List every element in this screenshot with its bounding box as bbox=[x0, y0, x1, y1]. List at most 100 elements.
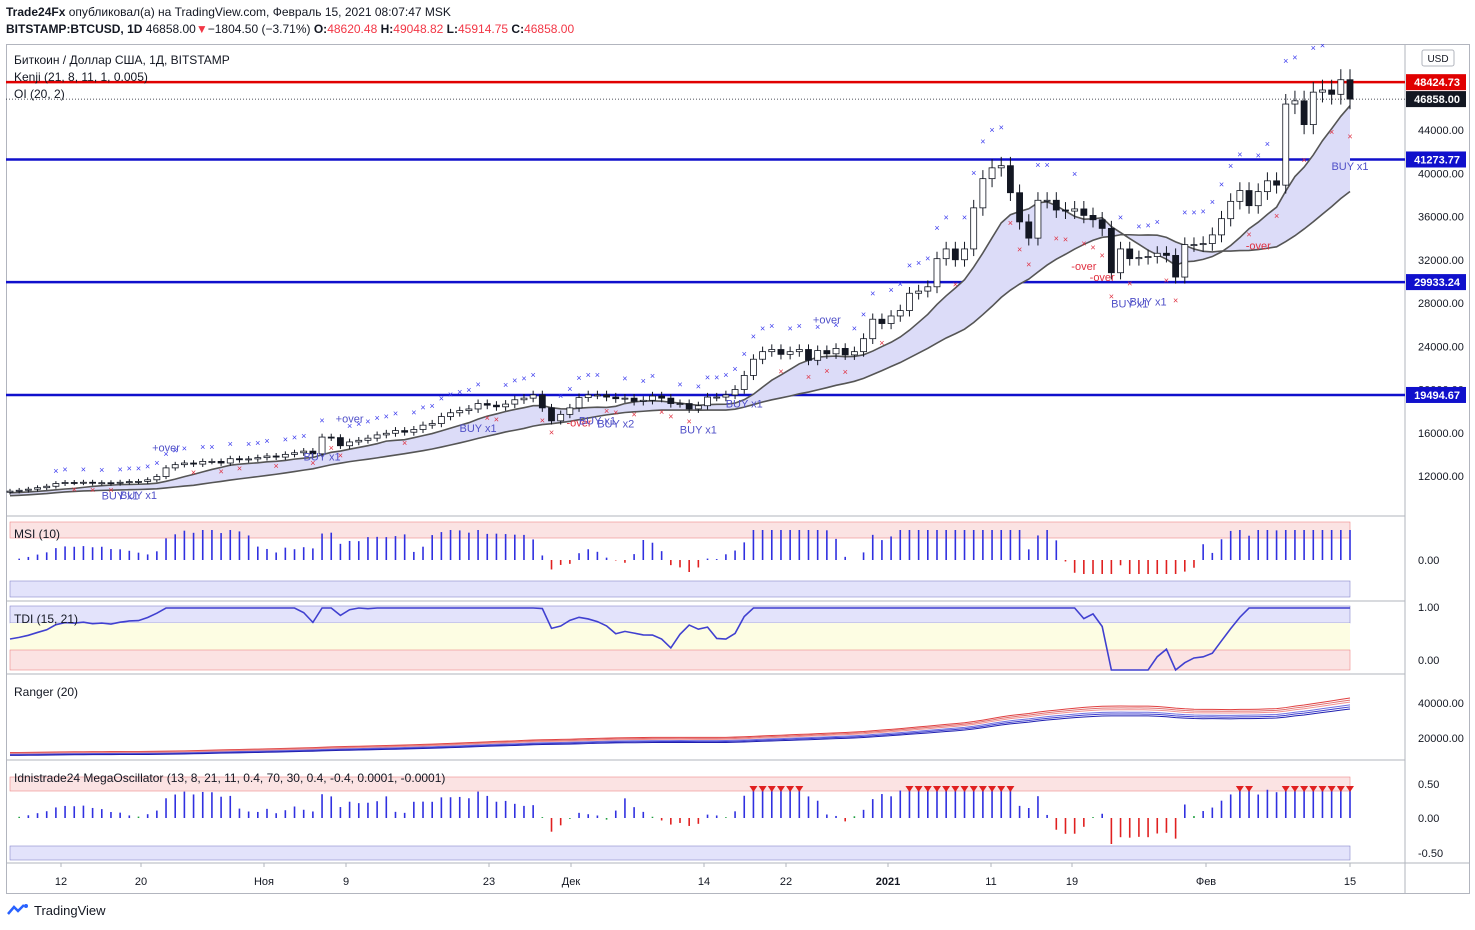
signal-label: BUY x1 bbox=[726, 399, 763, 411]
candle-body bbox=[272, 455, 280, 458]
candle-body bbox=[61, 482, 69, 484]
cross-marker: × bbox=[1044, 160, 1049, 170]
cross-marker: × bbox=[485, 413, 490, 423]
price-tick: 44000.00 bbox=[1418, 125, 1464, 137]
cross-marker: × bbox=[475, 379, 480, 389]
price-tick: 16000.00 bbox=[1418, 428, 1464, 440]
cross-marker: × bbox=[1182, 208, 1187, 218]
cross-marker: × bbox=[1008, 218, 1013, 228]
cross-marker: × bbox=[898, 279, 903, 289]
cross-marker: × bbox=[687, 417, 692, 427]
candle-body bbox=[483, 403, 491, 406]
cross-marker: × bbox=[420, 403, 425, 413]
candle-body bbox=[685, 403, 693, 410]
cross-marker: × bbox=[512, 375, 517, 385]
cross-marker: × bbox=[356, 419, 361, 429]
candle-body bbox=[1025, 221, 1033, 239]
cross-marker: × bbox=[586, 370, 591, 380]
time-tick: Дек bbox=[562, 876, 581, 888]
cross-markers: × × × × × × × × × × × × × × × × × × × × × × × × × × × × × × × × × × × × × × × ×… bbox=[53, 30, 1352, 495]
candle-body bbox=[15, 489, 23, 492]
price-label-bg bbox=[1406, 91, 1466, 108]
mega-signal-marker bbox=[914, 786, 923, 792]
ranger-legend: Ranger (20) bbox=[14, 685, 78, 699]
candle-body bbox=[593, 394, 601, 397]
candle-body bbox=[676, 403, 684, 405]
publisher-name: Trade24Fx bbox=[6, 5, 66, 19]
cross-marker: × bbox=[1320, 44, 1325, 51]
cross-marker: × bbox=[760, 323, 765, 333]
candle-body bbox=[731, 389, 739, 396]
candle-body bbox=[538, 394, 546, 409]
candle-body bbox=[373, 434, 381, 439]
cross-marker: × bbox=[108, 485, 113, 495]
signal-label: -over bbox=[1246, 241, 1271, 253]
cross-marker: × bbox=[1026, 260, 1031, 270]
candle-body bbox=[1163, 252, 1170, 256]
candle-body bbox=[6, 490, 14, 493]
low-label: L: bbox=[446, 22, 458, 36]
candle-body bbox=[474, 403, 482, 410]
cross-marker: × bbox=[255, 438, 260, 448]
cross-marker: × bbox=[439, 393, 444, 403]
candle-body bbox=[1181, 244, 1189, 278]
chart-area[interactable]: × × × × × × × × × × × × × × × × × × × × × × × × × × × × × × × × × × × × × × × ×… bbox=[6, 29, 1470, 894]
cross-marker: × bbox=[228, 439, 233, 449]
candle-body bbox=[1337, 79, 1345, 95]
candle-body bbox=[997, 165, 1005, 169]
cross-marker: × bbox=[466, 385, 471, 395]
candle-body bbox=[777, 349, 785, 355]
cross-marker: × bbox=[209, 442, 214, 452]
cross-marker: × bbox=[714, 372, 719, 382]
cross-marker: × bbox=[980, 136, 985, 146]
candle-body bbox=[1309, 91, 1317, 125]
candle-body bbox=[1043, 199, 1051, 202]
signal-label: +over bbox=[152, 442, 180, 454]
cross-marker: × bbox=[843, 367, 848, 377]
candle-body bbox=[1208, 234, 1216, 244]
price-tick: 40000.00 bbox=[1418, 168, 1464, 180]
candles bbox=[6, 69, 1354, 495]
cross-marker: × bbox=[384, 411, 389, 421]
cross-marker: × bbox=[1301, 155, 1306, 165]
tradingview-logo-icon bbox=[7, 904, 28, 915]
chart-svg[interactable]: × × × × × × × × × × × × × × × × × × × × × × × × × × × × × × × × × × × × × × × ×… bbox=[6, 29, 1470, 894]
candle-body bbox=[1052, 199, 1060, 211]
published-text: опубликовал(а) на TradingView.com, Февра… bbox=[68, 5, 451, 19]
cross-marker: × bbox=[173, 445, 178, 455]
candle-body bbox=[43, 485, 51, 489]
candle-body bbox=[318, 436, 326, 455]
mega-signal-marker bbox=[1245, 786, 1254, 792]
candle-body bbox=[1135, 257, 1143, 260]
candle-body bbox=[694, 405, 702, 410]
mega-signal-marker bbox=[795, 786, 804, 792]
cross-marker: × bbox=[1311, 44, 1316, 53]
cross-marker: × bbox=[1228, 161, 1233, 171]
mega-signal-marker bbox=[786, 786, 795, 792]
cross-marker: × bbox=[815, 322, 820, 332]
mega-signal-marker bbox=[905, 786, 914, 792]
cross-marker: × bbox=[246, 439, 251, 449]
cross-marker: × bbox=[631, 410, 636, 420]
high-value: 49048.82 bbox=[393, 22, 444, 36]
candle-body bbox=[346, 441, 353, 447]
candle-body bbox=[896, 310, 904, 317]
candle-body bbox=[832, 348, 840, 355]
cross-marker: × bbox=[1219, 180, 1224, 190]
mega-signal-marker bbox=[1006, 786, 1015, 792]
signal-label: -over bbox=[1090, 272, 1115, 284]
candle-body bbox=[649, 395, 656, 401]
candle-body bbox=[961, 248, 968, 261]
price-label: 48424.73 bbox=[1414, 77, 1460, 89]
footer-brand: TradingView bbox=[34, 902, 106, 918]
time-tick: 11 bbox=[985, 876, 996, 888]
price-label: 46858.00 bbox=[1414, 94, 1460, 106]
candle-body bbox=[979, 178, 987, 209]
price-tick: 36000.00 bbox=[1418, 212, 1464, 224]
currency-button[interactable] bbox=[1421, 49, 1455, 67]
mega-signal-marker bbox=[1327, 786, 1336, 792]
candle-body bbox=[135, 481, 142, 483]
price-tick: 32000.00 bbox=[1418, 255, 1464, 267]
cross-marker: × bbox=[696, 382, 701, 392]
cross-marker: × bbox=[999, 122, 1004, 132]
